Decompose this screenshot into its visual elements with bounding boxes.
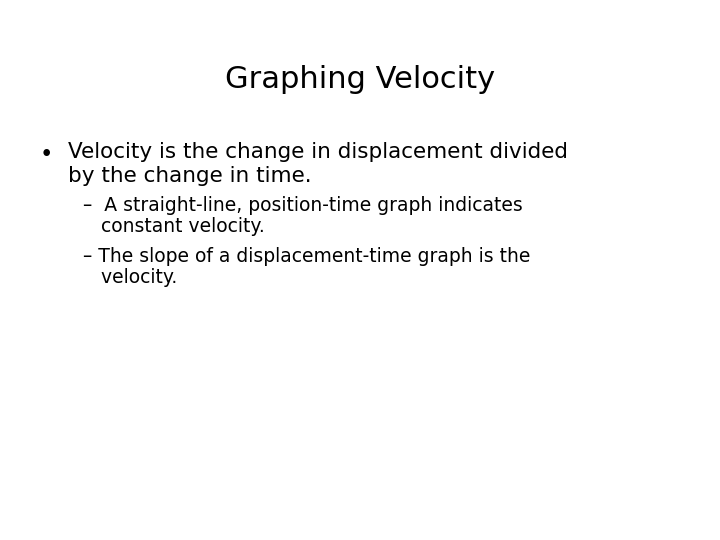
Text: •: •: [40, 143, 53, 166]
Text: Graphing Velocity: Graphing Velocity: [225, 65, 495, 94]
Text: by the change in time.: by the change in time.: [68, 166, 312, 186]
Text: Velocity is the change in displacement divided: Velocity is the change in displacement d…: [68, 142, 568, 162]
Text: constant velocity.: constant velocity.: [83, 217, 264, 236]
Text: –  A straight-line, position-time graph indicates: – A straight-line, position-time graph i…: [83, 196, 523, 215]
Text: velocity.: velocity.: [83, 268, 177, 287]
Text: – The slope of a displacement-time graph is the: – The slope of a displacement-time graph…: [83, 247, 530, 266]
